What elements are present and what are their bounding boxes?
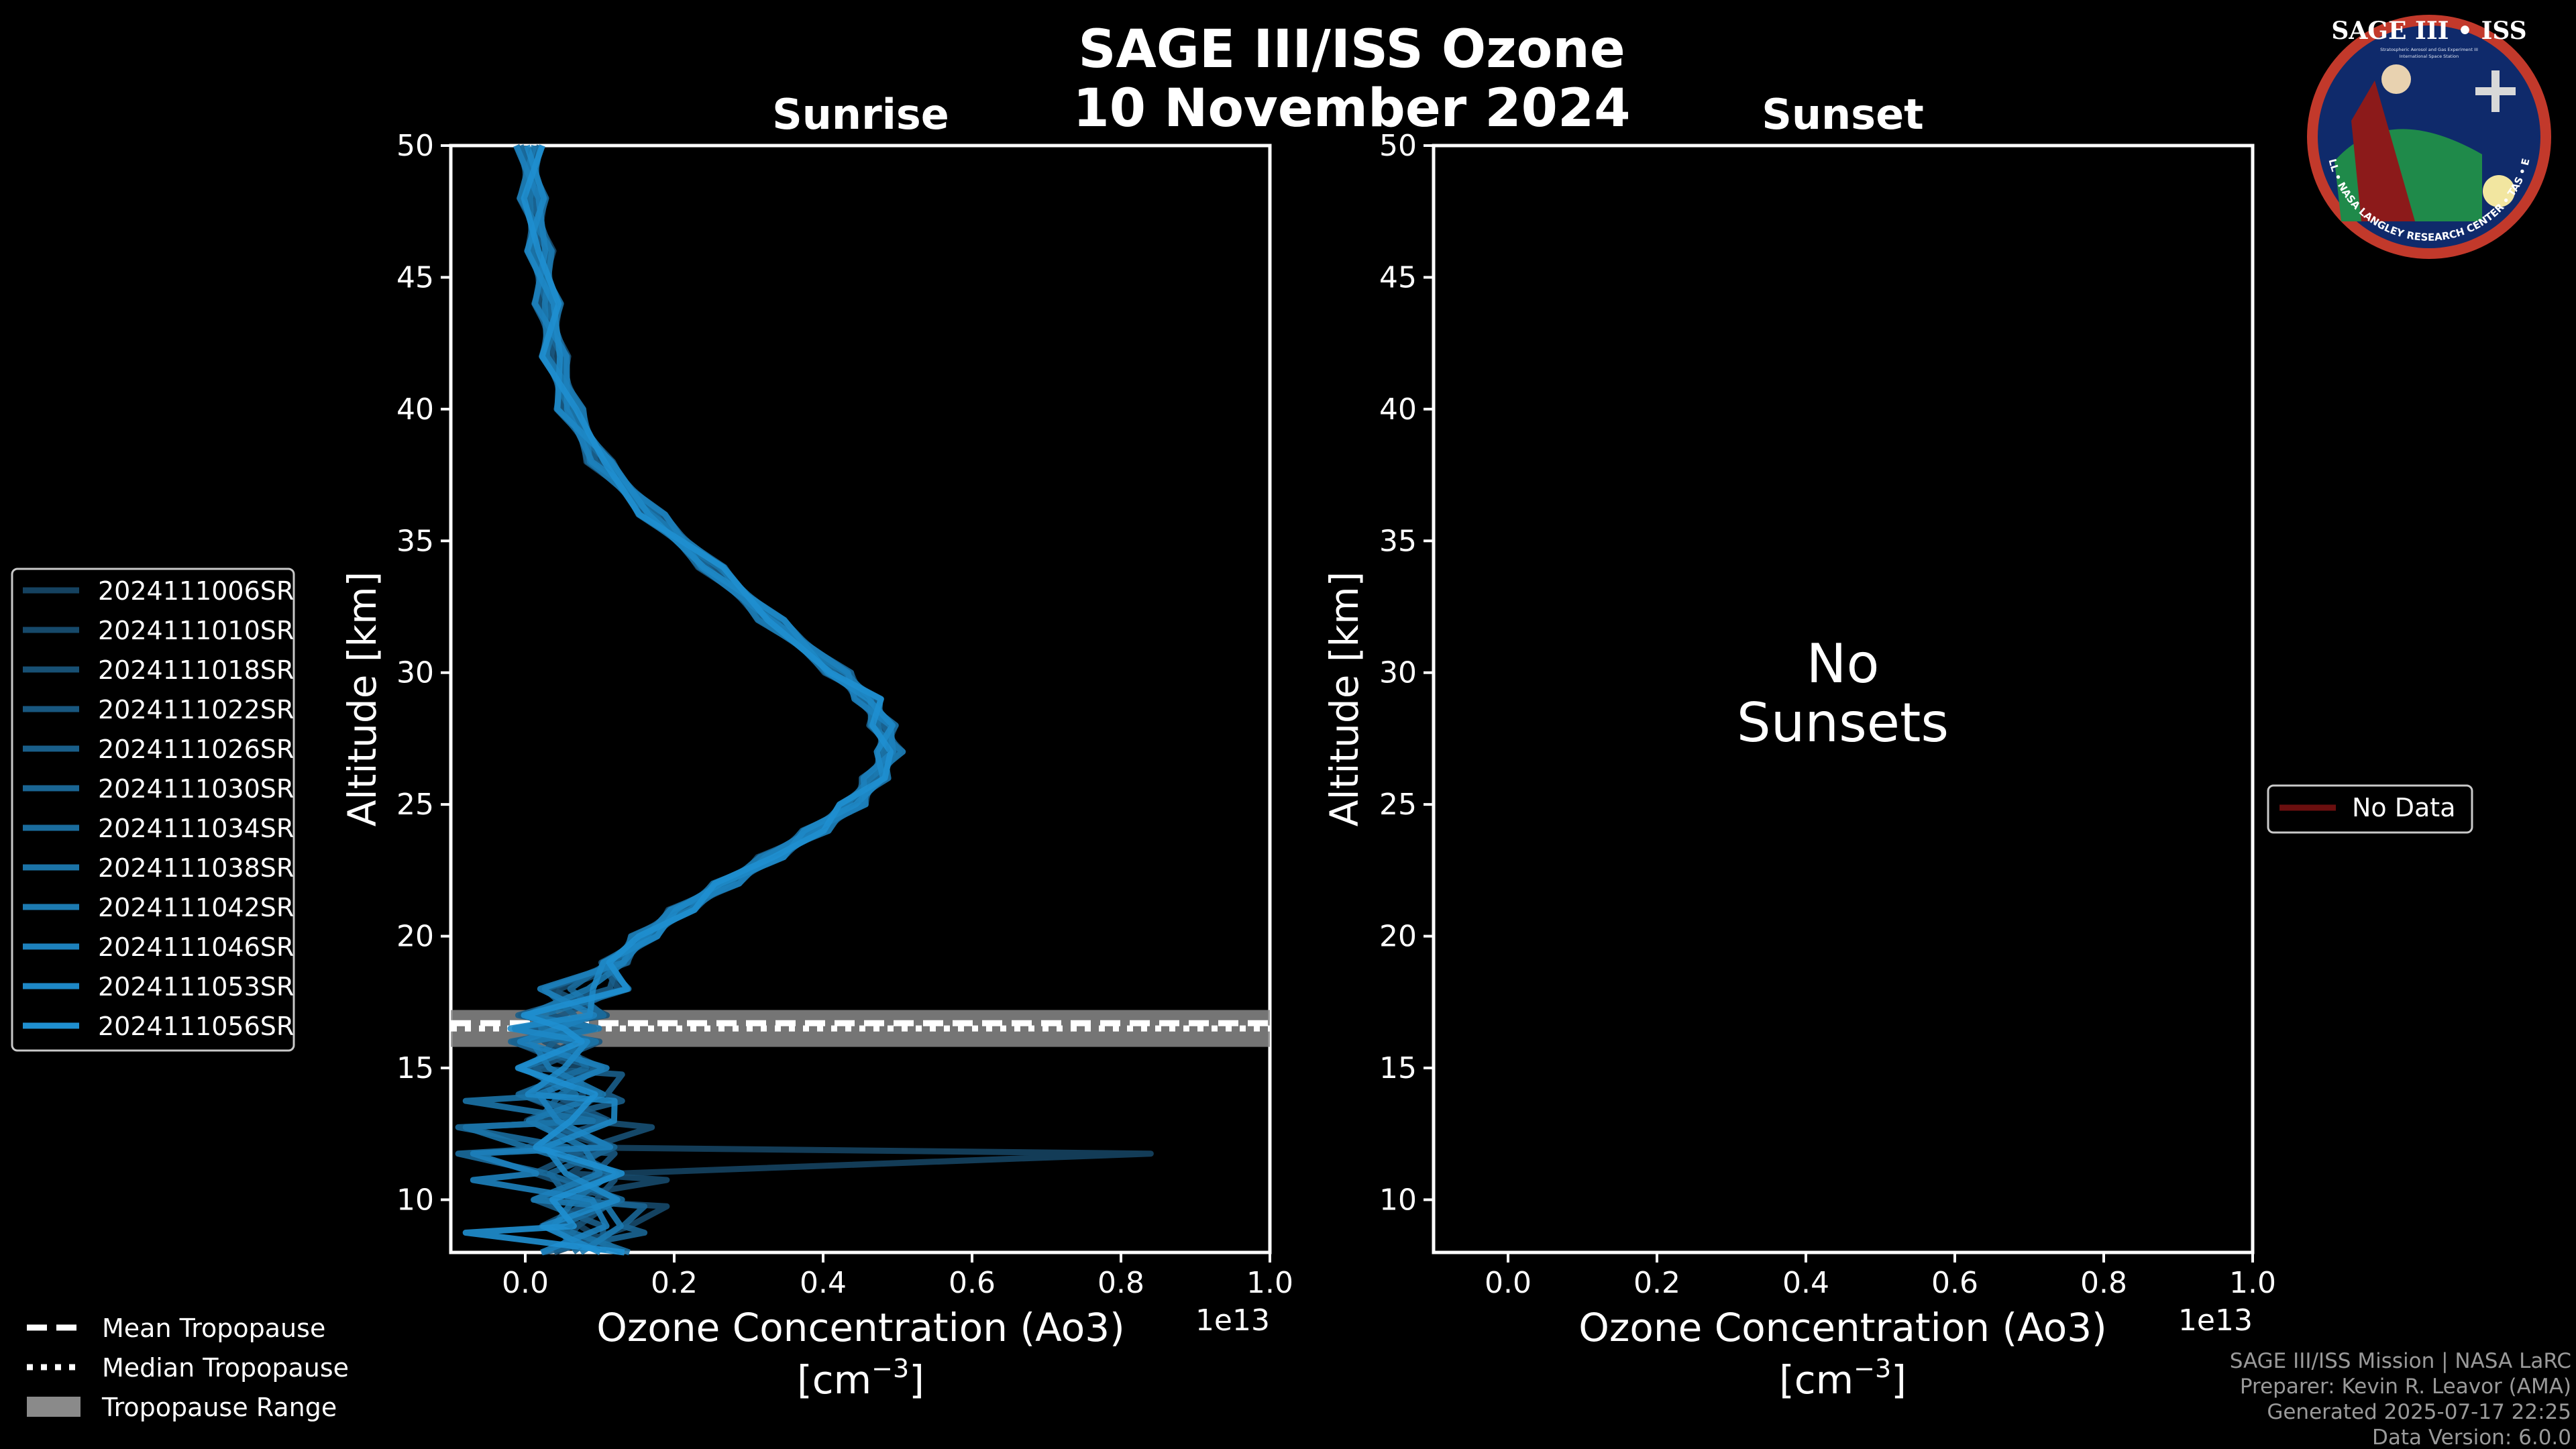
ss-y-tick-label: 15 xyxy=(1379,1051,1417,1085)
sunset-y-ticks: 10 15 20 25 30 35 40 45 50 xyxy=(1379,129,1434,1217)
sunset-legend: No Data xyxy=(2267,784,2473,834)
ss-x-tick-label: 0.8 xyxy=(2080,1266,2127,1300)
no-sunsets-text-line2: Sunsets xyxy=(1737,692,1949,754)
ss-y-tick-label: 30 xyxy=(1379,656,1417,690)
sr-y-tick-label: 10 xyxy=(396,1183,434,1217)
sr-x-tick-label: 1.0 xyxy=(1246,1266,1293,1300)
sunrise-unit-close: ] xyxy=(909,1357,924,1403)
ss-y-tick-label: 10 xyxy=(1379,1183,1417,1217)
logo-figure-head xyxy=(2381,64,2411,94)
ss-x-tick-label: 0.4 xyxy=(1782,1266,1829,1300)
logo-title: SAGE III • ISS xyxy=(2331,17,2526,45)
tropopause-range-label: Tropopause Range xyxy=(101,1393,337,1422)
sunrise-panel-title: Sunrise xyxy=(772,90,949,139)
sr-x-tick-label: 0.0 xyxy=(502,1266,549,1300)
event-legend-label: 2024111046SR xyxy=(98,932,294,962)
event-legend-box xyxy=(11,568,295,1052)
ss-x-tick-label: 0.2 xyxy=(1633,1266,1680,1300)
event-legend-label: 2024111010SR xyxy=(98,616,294,645)
sunrise-y-ticks: 10 15 20 25 30 35 40 45 50 xyxy=(396,129,451,1217)
ss-y-tick-label: 45 xyxy=(1379,260,1417,294)
event-legend-label: 2024111006SR xyxy=(98,576,294,606)
no-data-legend-label: No Data xyxy=(2352,793,2456,822)
ss-y-tick-label: 50 xyxy=(1379,129,1417,163)
sunrise-y-axis-label: Altitude [km] xyxy=(339,572,385,826)
profile-line-2024111042SR xyxy=(517,144,906,1255)
mean-tropopause-label: Mean Tropopause xyxy=(102,1313,325,1343)
sr-y-tick-label: 45 xyxy=(396,260,434,294)
sr-y-tick-label: 15 xyxy=(396,1051,434,1085)
event-legend-label: 2024111026SR xyxy=(98,735,294,764)
logo-moon-icon xyxy=(2483,175,2515,207)
sunrise-x-ticks: 0.0 0.2 0.4 0.6 0.8 1.0 xyxy=(502,1252,1293,1300)
ss-x-tick-label: 0.6 xyxy=(1931,1266,1978,1300)
ss-x-tick-label: 1.0 xyxy=(2229,1266,2276,1300)
logo-subtitle-2: International Space Station xyxy=(2400,54,2459,59)
ss-x-tick-label: 0.0 xyxy=(1485,1266,1532,1300)
event-legend-label: 2024111030SR xyxy=(98,774,294,804)
sunset-panel-title: Sunset xyxy=(1762,90,1924,139)
footer-preparer: Preparer: Kevin R. Leavor (AMA) xyxy=(2240,1375,2571,1399)
sunset-unit-exponent: −3 xyxy=(1854,1354,1891,1383)
footer-version: Data Version: 6.0.0 xyxy=(2372,1426,2571,1449)
tropopause-range-swatch xyxy=(27,1397,80,1417)
median-tropopause-label: Median Tropopause xyxy=(102,1353,349,1383)
event-legend-label: 2024111018SR xyxy=(98,655,294,685)
event-legend-label: 2024111042SR xyxy=(98,893,294,922)
sr-y-tick-label: 30 xyxy=(396,656,434,690)
logo-figure xyxy=(2351,80,2415,221)
footer: SAGE III/ISS Mission | NASA LaRC Prepare… xyxy=(2230,1349,2571,1449)
sr-y-tick-label: 35 xyxy=(396,524,434,558)
tropopause-legend: Mean Tropopause Median Tropopause Tropop… xyxy=(27,1313,349,1422)
logo-station-truss xyxy=(2491,70,2500,112)
ss-y-tick-label: 35 xyxy=(1379,524,1417,558)
ss-y-tick-label: 25 xyxy=(1379,788,1417,822)
sunset-unit-close: ] xyxy=(1891,1357,1907,1403)
sunrise-unit-exponent: −3 xyxy=(871,1354,909,1383)
event-legend-label: 2024111056SR xyxy=(98,1012,294,1041)
footer-generated: Generated 2025-07-17 22:25 xyxy=(2267,1400,2571,1424)
ss-y-tick-label: 40 xyxy=(1379,392,1417,427)
figure-date: 10 November 2024 xyxy=(1073,78,1630,139)
sunrise-profiles xyxy=(455,144,1154,1256)
sunset-plot-area xyxy=(1432,144,2255,1254)
sunset-legend-box xyxy=(2267,784,2473,834)
sr-x-tick-label: 0.4 xyxy=(800,1266,847,1300)
event-legend-label: 2024111053SR xyxy=(98,972,294,1002)
no-sunsets-text-line1: No xyxy=(1807,633,1880,695)
sunset-y-axis-label: Altitude [km] xyxy=(1322,572,1367,826)
sr-x-tick-label: 0.8 xyxy=(1097,1266,1144,1300)
event-legend-label: 2024111022SR xyxy=(98,695,294,724)
sr-y-tick-label: 40 xyxy=(396,392,434,427)
sunset-x-axis-label: Ozone Concentration (Ao3) xyxy=(1578,1305,2107,1350)
ss-y-tick-label: 20 xyxy=(1379,920,1417,954)
sr-y-tick-label: 25 xyxy=(396,788,434,822)
event-legend: 2024111006SR 2024111010SR 2024111018SR 2024… xyxy=(11,568,295,1052)
sunset-x-ticks: 0.0 0.2 0.4 0.6 0.8 1.0 xyxy=(1485,1252,2276,1300)
sunset-x-axis-unit: [cm−3] xyxy=(1779,1354,1907,1403)
sunrise-x-scale-label: 1e13 xyxy=(1195,1303,1270,1338)
sr-x-tick-label: 0.6 xyxy=(949,1266,996,1300)
sr-x-tick-label: 0.2 xyxy=(651,1266,698,1300)
profile-line-2024111056SR xyxy=(462,144,894,1256)
sr-y-tick-label: 50 xyxy=(396,129,434,163)
logo-subtitle: Stratospheric Aerosol and Gas Experiment… xyxy=(2380,47,2478,52)
sr-y-tick-label: 20 xyxy=(396,920,434,954)
event-legend-label: 2024111034SR xyxy=(98,814,294,843)
sunrise-unit-base: [cm xyxy=(797,1357,871,1403)
sunrise-x-axis-label: Ozone Concentration (Ao3) xyxy=(596,1305,1125,1350)
sunrise-x-axis-unit: [cm−3] xyxy=(797,1354,924,1403)
sunset-x-scale-label: 1e13 xyxy=(2178,1303,2253,1338)
footer-mission: SAGE III/ISS Mission | NASA LaRC xyxy=(2230,1349,2571,1373)
sunset-unit-base: [cm xyxy=(1779,1357,1854,1403)
figure-title: SAGE III/ISS Ozone xyxy=(1078,19,1625,80)
event-legend-label: 2024111038SR xyxy=(98,853,294,883)
